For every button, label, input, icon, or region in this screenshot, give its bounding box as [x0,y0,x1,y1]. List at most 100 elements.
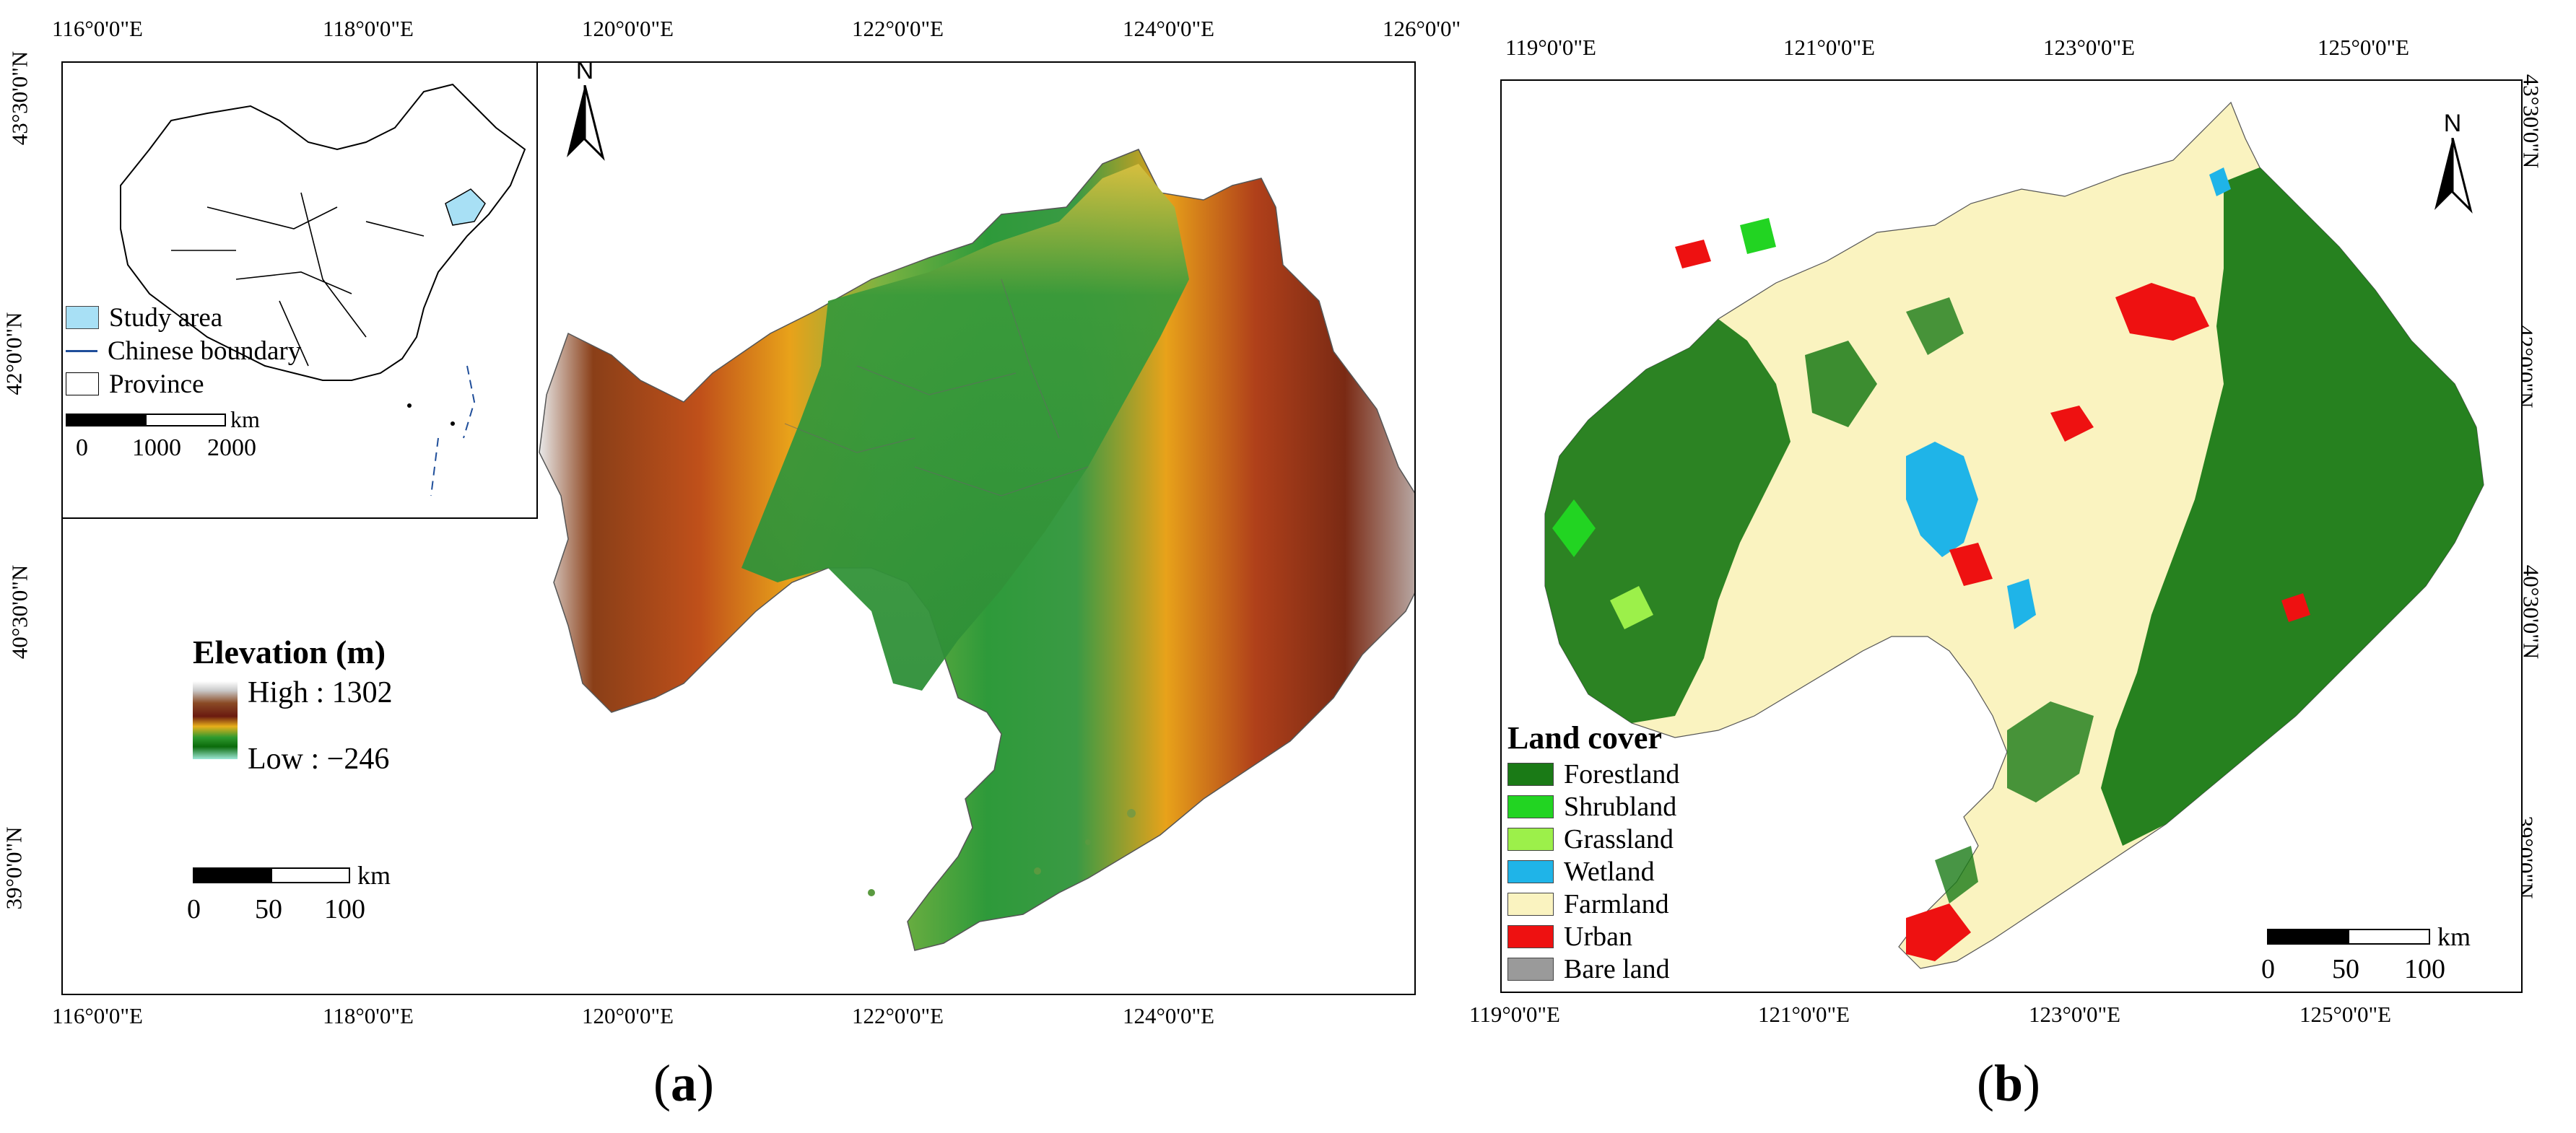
urban [2281,593,2310,622]
landcover-legend-label: Urban [1564,921,1632,952]
china-inset-map [120,83,526,496]
inset-legend: Study area Chinese boundary Province km … [66,301,301,462]
top-tick: 122°0'0"E [852,16,944,41]
forest-west [1545,319,1790,723]
landcover-legend-item: Grassland [1507,823,1679,855]
elevation-color-ramp [193,681,238,759]
left-tick: 39°0'0"N [1,826,27,910]
island [451,421,455,426]
urban [1949,543,1993,586]
wetland [2007,579,2036,629]
island [868,889,875,896]
landcover-legend-label: Wetland [1564,856,1655,887]
landcover-legend-label: Farmland [1564,888,1669,919]
top-tick: 119°0'0"E [1505,35,1596,60]
north-arrow-icon [2434,137,2473,214]
island [1127,809,1136,818]
caption-letter: a [670,1054,697,1112]
landcover-legend-label: Forestland [1564,758,1680,789]
inset-scale-label: 2000 [207,434,256,461]
forest-patch [1935,846,1978,904]
bottom-tick: 120°0'0"E [582,1003,674,1028]
inset-legend-label: Chinese boundary [108,336,302,366]
top-tick: 125°0'0"E [2318,35,2410,60]
urban [2050,406,2094,442]
bottom-tick: 121°0'0"E [1758,1002,1850,1027]
landcover-legend-label: Grassland [1564,823,1674,854]
top-tick: 123°0'0"E [2043,35,2136,60]
landcover-legend-label: Bare land [1564,953,1670,984]
north-arrow-icon [567,84,605,161]
elevation-map-frame: N Elevation (m) High : 1302 Low : −246 [61,57,1416,995]
china-outline [120,83,526,381]
north-arrow: N [2427,110,2478,218]
island [1034,867,1041,875]
inset-legend-label: Study area [109,302,223,333]
panel-b-caption: (b) [1977,1054,2041,1112]
urban [1675,240,1711,268]
caption-letter: b [1993,1054,2024,1112]
province-swatch [66,372,99,395]
landcover-swatch [1507,795,1554,818]
bottom-tick: 123°0'0"E [2029,1002,2121,1027]
landcover-map [1544,101,2484,969]
north-label: N [575,57,594,84]
left-tick: 40°30'0"N [6,564,32,660]
landcover-map-frame: N Land cover Forestland Shrubland Grasslan… [1500,79,2523,993]
landcover-legend-item: Wetland [1507,855,1679,888]
bottom-tick: 124°0'0"E [1123,1003,1215,1028]
inset-scale-label: 1000 [132,434,181,461]
china-inset: Study area Chinese boundary Province km … [61,61,538,519]
shrub-patch [1740,218,1776,254]
top-tick: 126°0'0" [1383,16,1461,41]
urban [1906,904,1971,961]
landcover-swatch [1507,859,1554,883]
south-sea-boundary [430,365,476,496]
wetland [1906,442,1978,557]
grass-patch [1610,586,1653,629]
elevation-high-label: High : 1302 [248,676,393,709]
scale-bar: km 0 50 100 [2261,922,2471,984]
north-label: N [2443,110,2462,137]
bottom-tick: 125°0'0"E [2299,1002,2392,1027]
bottom-tick: 118°0'0"E [323,1003,414,1028]
wetland [2209,167,2231,196]
scale-label: 50 [2332,954,2359,984]
chinese-boundary-swatch [66,349,97,352]
scale-unit: km [2437,922,2471,951]
scale-label: 0 [2261,954,2275,984]
elevation-legend-title: Elevation (m) [193,634,386,670]
scale-label: 0 [187,894,201,924]
landcover-legend-label: Shrubland [1564,791,1677,822]
shrub-patch [1552,499,1596,557]
landcover-legend-item: Farmland [1507,888,1679,920]
scale-label: 100 [324,894,365,924]
top-tick: 121°0'0"E [1783,35,1876,60]
elevation-map [539,149,1414,951]
north-arrow: N [560,57,610,165]
island [407,403,412,408]
landcover-swatch [1507,827,1554,851]
left-tick: 42°0'0"N [1,312,27,395]
top-tick: 118°0'0"E [323,16,414,41]
study-area-highlight [445,188,486,226]
bottom-tick: 122°0'0"E [852,1003,944,1028]
scale-label: 50 [255,894,282,924]
panel-a-caption: (a) [653,1054,714,1112]
scale-label: 100 [2404,954,2445,984]
urban [2115,283,2209,341]
bottom-tick: 116°0'0"E [52,1003,143,1028]
scale-unit: km [357,861,391,890]
landcover-legend-title: Land cover [1507,720,1662,756]
landcover-swatch [1507,762,1554,786]
landcover-legend-item: Bare land [1507,953,1679,985]
forest-patch [1805,341,1877,427]
top-tick: 124°0'0"E [1123,16,1215,41]
landcover-swatch [1507,957,1554,981]
city-boundaries [784,279,1089,496]
elevation-legend: Elevation (m) High : 1302 Low : −246 [193,633,393,777]
study-area-swatch [66,306,99,329]
province-lines [171,192,425,367]
landcover-legend-item: Shrubland [1507,790,1679,823]
landcover-swatch [1507,892,1554,916]
